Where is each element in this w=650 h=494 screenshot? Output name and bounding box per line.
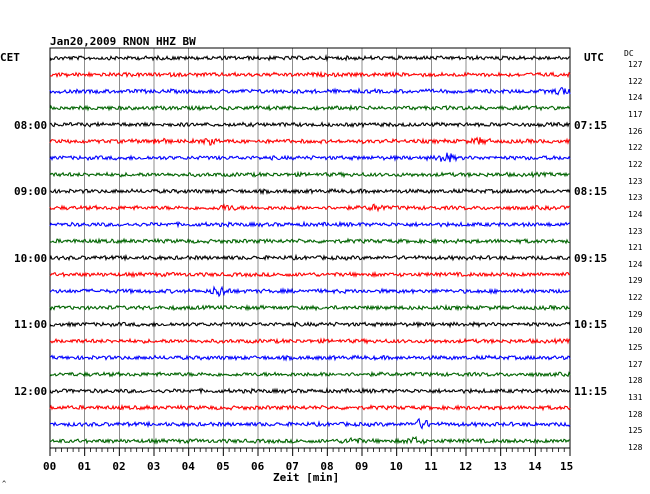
dc-value: 122 xyxy=(628,143,643,153)
dc-value: 128 xyxy=(628,376,643,386)
x-tick-label: 01 xyxy=(77,460,91,473)
dc-value: 131 xyxy=(628,393,643,402)
left-hour-label: 08:00 xyxy=(14,118,48,132)
x-axis-label: Zeit [min] xyxy=(273,471,340,484)
dc-value: 121 xyxy=(628,243,643,253)
dc-value: 123 xyxy=(628,193,643,203)
seismic-trace xyxy=(49,120,570,129)
dc-value: 122 xyxy=(628,76,643,86)
seismic-trace xyxy=(49,136,571,146)
dc-column-header: DC xyxy=(624,49,634,58)
x-tick-label: 07 xyxy=(285,460,299,473)
right-hour-label: 10:15 xyxy=(574,318,608,332)
seismic-trace xyxy=(49,370,571,378)
x-tick-label: 15 xyxy=(560,460,574,473)
seismic-trace xyxy=(49,320,571,329)
x-tick-label: 03 xyxy=(147,460,161,473)
seismic-trace xyxy=(49,253,571,262)
seismic-trace xyxy=(49,152,571,163)
corner-mark: ^ xyxy=(2,480,7,488)
dc-value: 124 xyxy=(628,93,643,103)
left-hour-label: 11:00 xyxy=(14,318,48,332)
dc-value: 124 xyxy=(628,209,643,219)
right-hour-label: 11:15 xyxy=(574,385,608,398)
dc-value: 122 xyxy=(628,293,643,303)
dc-value: 128 xyxy=(628,409,643,419)
dc-value: 122 xyxy=(628,159,643,169)
dc-value: 117 xyxy=(628,109,643,119)
x-tick-label: 12 xyxy=(459,460,473,473)
seismic-trace xyxy=(49,104,571,112)
chart-title: Jan20,2009 RNON HHZ BW xyxy=(50,35,196,48)
seismic-trace xyxy=(49,187,571,196)
x-tick-label: 10 xyxy=(389,460,403,473)
seismic-trace xyxy=(49,203,571,213)
seismic-trace xyxy=(49,417,571,430)
dc-value: 127 xyxy=(628,60,643,69)
left-hour-label: 10:00 xyxy=(14,251,48,265)
right-hour-label: 07:15 xyxy=(574,118,608,132)
dc-value: 123 xyxy=(628,226,643,236)
x-tick-label: 13 xyxy=(493,460,507,473)
dc-value: 129 xyxy=(628,309,643,319)
x-tick-label: 08 xyxy=(320,460,334,473)
left-hour-label: 09:00 xyxy=(14,185,48,199)
seismic-trace xyxy=(49,303,571,312)
seismic-trace xyxy=(49,386,571,395)
dc-value: 129 xyxy=(628,276,643,286)
seismic-trace xyxy=(49,237,571,245)
seismic-trace xyxy=(49,220,571,229)
dc-value: 128 xyxy=(628,442,643,452)
dc-value: 126 xyxy=(628,126,643,136)
seismic-trace xyxy=(49,54,571,63)
dc-value: 127 xyxy=(628,359,643,369)
dc-value: 120 xyxy=(628,326,643,336)
seismic-trace xyxy=(49,70,571,79)
dc-value: 125 xyxy=(628,343,643,353)
seismic-trace xyxy=(49,403,571,412)
dc-value: 125 xyxy=(628,426,643,436)
dc-value: 124 xyxy=(628,259,643,269)
left-hour-label: 12:00 xyxy=(14,385,48,398)
x-tick-label: 11 xyxy=(424,460,438,473)
left-timezone-label: CET xyxy=(0,51,20,64)
right-hour-label: 08:15 xyxy=(574,185,608,199)
x-tick-label: 06 xyxy=(251,460,265,473)
seismic-trace xyxy=(49,435,571,445)
seismic-trace xyxy=(49,86,571,96)
seismic-trace xyxy=(49,285,571,298)
x-tick-label: 02 xyxy=(112,460,126,473)
x-tick-label: 05 xyxy=(216,460,230,473)
x-tick-label: 09 xyxy=(355,460,369,473)
seismic-trace xyxy=(49,270,571,279)
seismic-trace xyxy=(49,337,571,345)
x-tick-label: 00 xyxy=(43,460,57,473)
right-hour-label: 09:15 xyxy=(574,251,608,265)
right-timezone-label: UTC xyxy=(584,51,604,64)
seismic-trace xyxy=(49,170,570,179)
x-tick-label: 14 xyxy=(528,460,542,473)
seismic-trace xyxy=(49,354,571,362)
x-tick-label: 04 xyxy=(181,460,195,473)
dc-value: 123 xyxy=(628,176,643,186)
